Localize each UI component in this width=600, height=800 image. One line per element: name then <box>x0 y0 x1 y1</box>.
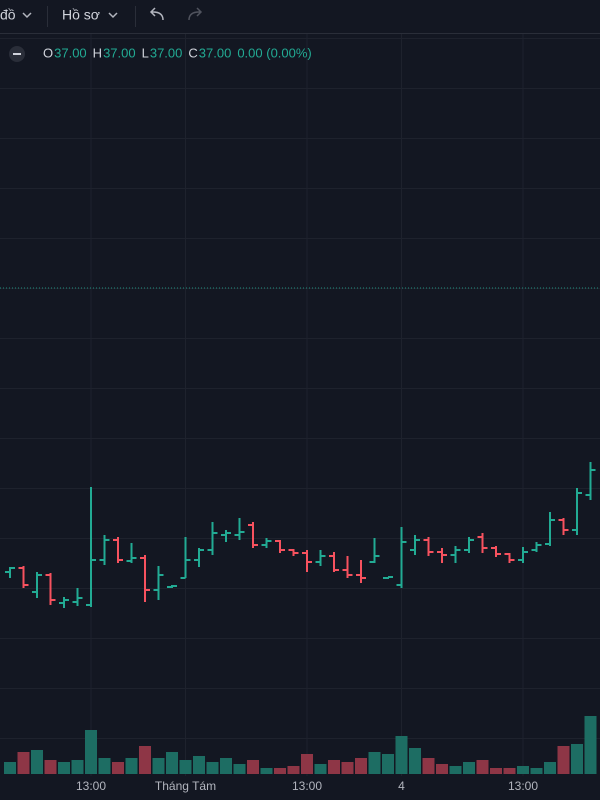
legend-value: 37.00 <box>199 45 232 60</box>
toolbar-bg <box>0 0 600 33</box>
volume-bar <box>490 768 502 774</box>
volume-bar <box>260 768 273 774</box>
volume-bar <box>476 760 489 774</box>
volume-bar <box>58 762 70 774</box>
volume-bar <box>530 768 543 774</box>
volume-bar <box>517 766 529 774</box>
volume-bar <box>71 760 84 774</box>
x-tick-label: 4 <box>398 779 405 793</box>
volume-bar <box>125 758 138 774</box>
volume-bar <box>233 764 246 774</box>
plot <box>0 287 600 774</box>
volume-bar <box>112 762 124 774</box>
volume-bar <box>314 764 327 774</box>
volume-bar <box>463 762 475 774</box>
volume-bar <box>355 758 367 774</box>
volume-bar <box>166 752 178 774</box>
volume-bar <box>395 736 408 774</box>
volume-bar <box>247 760 259 774</box>
legend-key: H <box>93 45 102 60</box>
volume-bar <box>287 766 300 774</box>
volume-bar <box>220 758 232 774</box>
volume-bar <box>544 762 556 774</box>
x-tick-label: 13:00 <box>76 779 106 793</box>
x-tick-label: 13:00 <box>508 779 538 793</box>
legend-key: C <box>188 45 197 60</box>
volume-bar <box>301 754 313 774</box>
legend: O 37.00 H 37.00 L 37.00 C 37.00 0.00 (0.00%) <box>9 45 312 62</box>
legend-key: L <box>142 45 149 60</box>
volume-bar <box>4 762 16 774</box>
volume-bar <box>17 752 30 774</box>
volume-bar <box>44 760 57 774</box>
legend-change: 0.00 (0.00%) <box>237 45 311 60</box>
x-tick-label: 13:00 <box>292 779 322 793</box>
volume-bar <box>179 760 192 774</box>
x-tick-label: Tháng Tám <box>155 779 216 793</box>
volume-bar <box>152 758 165 774</box>
volume-bar <box>436 764 448 774</box>
volume-bar <box>328 760 340 774</box>
undo-button[interactable] <box>149 7 164 21</box>
volume-bar <box>341 762 354 774</box>
chart-type-button[interactable]: đồ <box>0 7 16 23</box>
legend-value: 37.00 <box>54 45 87 60</box>
volume-bar <box>206 762 219 774</box>
volume-bar <box>98 758 111 774</box>
legend-value: 37.00 <box>103 45 136 60</box>
dropdown-arrow <box>108 12 118 19</box>
toolbar: đồ Hồ sơ <box>0 0 600 34</box>
volume-bar <box>584 716 597 774</box>
volume-bar <box>139 746 151 774</box>
volume-bar <box>571 744 583 774</box>
volume-bar <box>368 752 381 774</box>
volume-bar <box>422 758 435 774</box>
volume-bar <box>503 768 516 774</box>
volume-bar <box>382 754 394 774</box>
profile-button[interactable]: Hồ sơ <box>62 7 100 23</box>
volume-bar <box>274 768 286 774</box>
legend-value: 37.00 <box>150 45 183 60</box>
volume-bar <box>31 750 43 774</box>
volume-bar <box>557 746 570 774</box>
volume-bar <box>193 756 205 774</box>
volume-bar <box>409 748 421 774</box>
dropdown-arrow <box>22 12 32 19</box>
redo-button[interactable] <box>188 7 203 21</box>
volume-bar <box>449 766 462 774</box>
volume-bar <box>85 730 97 774</box>
legend-key: O <box>43 45 53 60</box>
